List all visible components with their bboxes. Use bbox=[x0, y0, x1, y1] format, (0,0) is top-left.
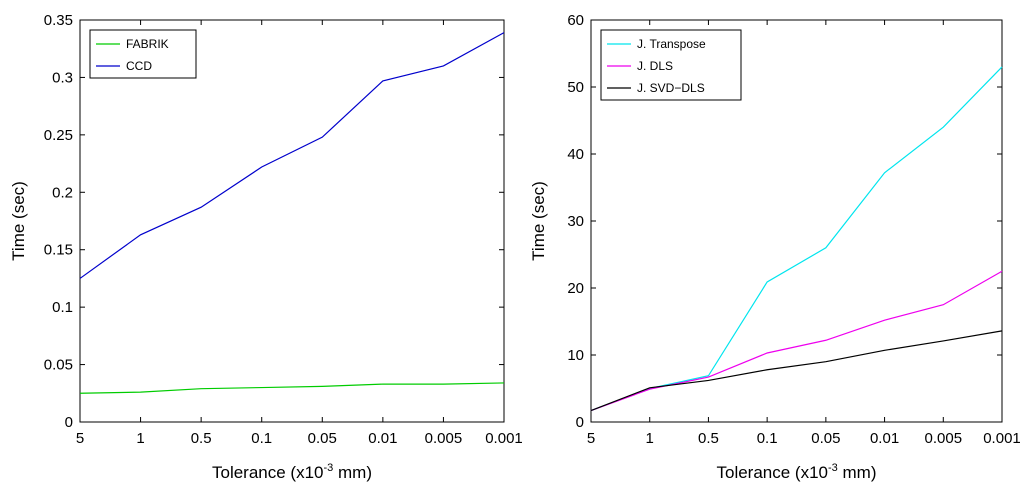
x-tick-label: 0.01 bbox=[368, 430, 397, 447]
y-tick-label: 0.2 bbox=[52, 184, 73, 201]
x-tick-label: 0.1 bbox=[757, 430, 778, 447]
y-tick-label: 0.15 bbox=[44, 242, 73, 259]
x-axis-label: Tolerance (x10-3 mm) bbox=[716, 462, 876, 482]
series-line-j-transpose bbox=[590, 66, 1003, 412]
x-tick-label: 0.1 bbox=[251, 430, 272, 447]
x-tick-label: 0.005 bbox=[425, 430, 463, 447]
y-tick-label: 10 bbox=[567, 347, 584, 364]
x-tick-label: 5 bbox=[587, 430, 595, 447]
legend-label: FABRIK bbox=[126, 37, 169, 51]
legend-label: J. Transpose bbox=[637, 37, 706, 51]
x-tick-label: 0.001 bbox=[983, 430, 1021, 447]
y-tick-label: 0 bbox=[576, 414, 584, 431]
y-tick-label: 60 bbox=[567, 12, 584, 29]
chart-2: 5 1 0.5 0.1 0.05 0.01 0.005 0.001 0 10 20 30 40 50 60 T… bbox=[529, 12, 1021, 482]
y-tick-label: 40 bbox=[567, 146, 584, 163]
series-line-ccd bbox=[79, 32, 505, 279]
y-axis-label: Time (sec) bbox=[529, 181, 548, 261]
y-tick-label: 50 bbox=[567, 79, 584, 96]
x-axis-label: Tolerance (x10-3 mm) bbox=[212, 462, 372, 482]
plot-frame bbox=[79, 19, 505, 423]
x-tick-label: 1 bbox=[136, 430, 144, 447]
x-tick-label: 0.5 bbox=[698, 430, 719, 447]
y-tick-label: 0.05 bbox=[44, 357, 73, 374]
x-tick-label: 0.005 bbox=[925, 430, 963, 447]
x-tick-label: 0.05 bbox=[811, 430, 840, 447]
y-tick-label: 20 bbox=[567, 280, 584, 297]
x-tick-label: 5 bbox=[76, 430, 84, 447]
series-line-j-svd-dls bbox=[590, 330, 1003, 412]
y-tick-label: 0 bbox=[65, 414, 73, 431]
y-axis-label: Time (sec) bbox=[9, 181, 28, 261]
x-tick-label: 0.01 bbox=[870, 430, 899, 447]
y-tick-label: 30 bbox=[567, 213, 584, 230]
x-tick-label: 0.5 bbox=[191, 430, 212, 447]
legend-label: J. DLS bbox=[637, 59, 673, 73]
y-tick-label: 0.35 bbox=[44, 12, 73, 29]
chart-1: 5 1 0.5 0.1 0.05 0.01 0.005 0.001 0 0.05 0.1 0.15 0.… bbox=[9, 12, 523, 482]
legend-label: J. SVD−DLS bbox=[637, 81, 705, 95]
legend-box bbox=[89, 29, 197, 79]
x-tick-label: 0.05 bbox=[308, 430, 337, 447]
series-line-fabrik bbox=[79, 382, 505, 394]
legend-label: CCD bbox=[126, 59, 152, 73]
y-tick-label: 0.25 bbox=[44, 127, 73, 144]
x-tick-label: 1 bbox=[646, 430, 654, 447]
y-tick-label: 0.3 bbox=[52, 69, 73, 86]
y-tick-label: 0.1 bbox=[52, 299, 73, 316]
x-tick-label: 0.001 bbox=[485, 430, 523, 447]
